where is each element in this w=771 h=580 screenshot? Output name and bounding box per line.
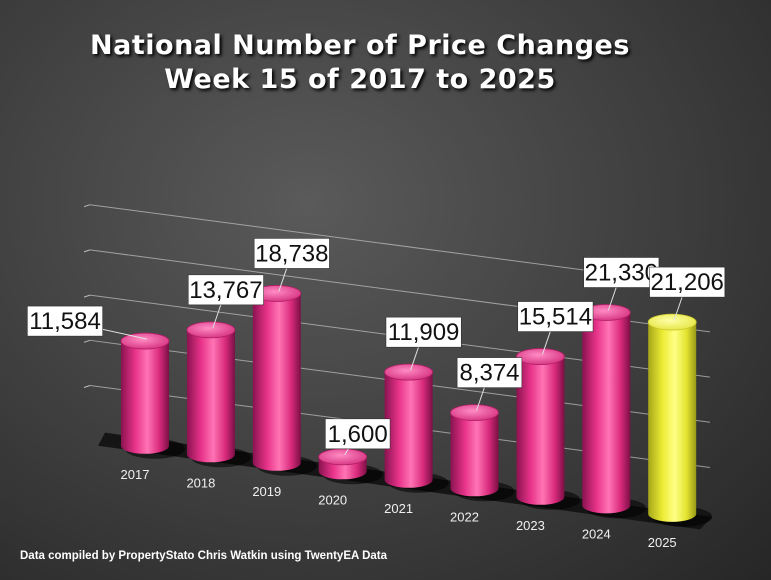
data-label-2017: 11,584 <box>27 305 103 337</box>
data-label-box <box>583 257 660 288</box>
bar-top <box>120 332 170 350</box>
value-labels: 11,584 13,767 18,738 1,600 11,909 8,374 15,514… <box>27 238 726 450</box>
bar-2024 <box>581 304 647 519</box>
data-label-text: 15,514 <box>519 304 592 331</box>
bar-2017 <box>120 332 185 459</box>
data-label-text: 11,584 <box>29 308 101 335</box>
bar-top <box>186 321 236 339</box>
bar-body <box>252 293 301 471</box>
data-label-box <box>27 305 103 337</box>
bar-body <box>121 341 169 454</box>
data-label-box <box>649 266 726 298</box>
x-axis-labels: 2017 2018 2019 2020 2021 2022 2023 2024 2025 <box>121 467 677 550</box>
x-tick-label: 2017 <box>121 467 150 482</box>
y-tick <box>83 249 91 253</box>
bar-2025 <box>647 313 713 527</box>
data-label-2021: 11,909 <box>385 316 462 348</box>
data-label-2025: 21,206 <box>649 266 726 298</box>
data-label-text: 8,374 <box>459 360 519 387</box>
y-tick <box>83 204 91 208</box>
y-tick <box>83 294 91 298</box>
data-label-box <box>456 357 523 388</box>
data-label-box <box>188 274 264 306</box>
x-tick-label: 2023 <box>516 518 545 533</box>
data-label-box <box>385 316 462 348</box>
data-label-text: 21,206 <box>650 269 723 296</box>
chart-title: National Number of Price Changes <box>90 30 630 61</box>
bar-top <box>450 404 499 422</box>
data-label-text: 1,600 <box>328 421 388 448</box>
data-label-text: 11,909 <box>388 319 460 346</box>
data-label-2019: 18,738 <box>253 238 330 269</box>
bar-top <box>647 313 697 331</box>
x-tick-label: 2018 <box>186 475 215 490</box>
bar-2022 <box>450 404 515 502</box>
data-label-2018: 13,767 <box>188 274 264 306</box>
bar-body <box>516 356 565 505</box>
bar-body <box>648 322 697 522</box>
data-label-text: 13,767 <box>189 277 262 304</box>
bar-body <box>582 312 631 514</box>
data-label-text: 21,330 <box>585 259 658 286</box>
x-tick-label: 2025 <box>648 535 677 550</box>
bar-body <box>186 329 235 463</box>
x-tick-label: 2020 <box>318 492 347 507</box>
x-tick-label: 2021 <box>384 501 413 516</box>
data-label-box <box>253 238 330 269</box>
bar-2018 <box>186 321 251 468</box>
data-label-2022: 8,374 <box>456 357 523 388</box>
data-label-box <box>325 418 391 450</box>
bar-2023 <box>516 348 581 510</box>
bar-top <box>384 363 434 381</box>
bar-top <box>318 448 368 466</box>
data-label-2023: 15,514 <box>517 301 594 332</box>
x-tick-label: 2024 <box>582 526 611 541</box>
x-tick-label: 2019 <box>252 484 281 499</box>
y-tick <box>83 385 91 388</box>
bar-body <box>384 372 433 488</box>
bar-body <box>450 412 499 497</box>
source-note: Data compiled by PropertyStato Chris Wat… <box>20 550 387 562</box>
data-label-box <box>517 301 594 332</box>
y-tick <box>83 339 91 343</box>
x-tick-label: 2022 <box>450 509 479 524</box>
data-label-2020: 1,600 <box>325 418 391 450</box>
data-label-2024: 21,330 <box>583 257 660 288</box>
bars-group <box>120 285 713 527</box>
bar-2020 <box>318 448 383 485</box>
bar-top <box>516 348 565 365</box>
data-label-text: 18,738 <box>255 240 328 267</box>
bar-2019 <box>252 285 317 476</box>
chart-subtitle: Week 15 of 2017 to 2025 <box>164 64 556 95</box>
bar-2021 <box>384 363 449 493</box>
